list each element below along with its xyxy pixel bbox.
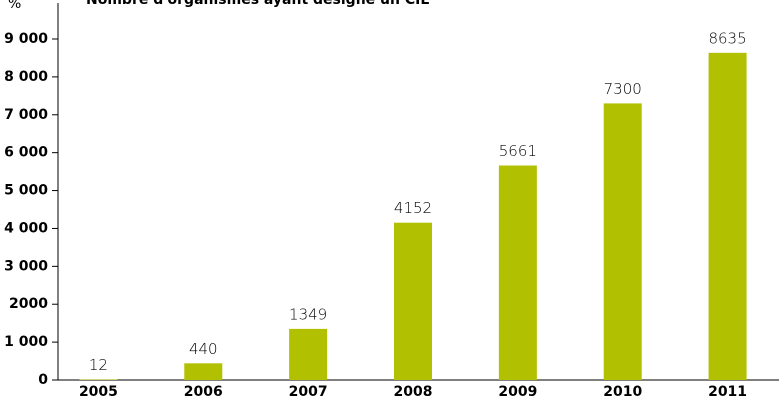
x-tick-label: 2011 xyxy=(708,384,747,400)
value-label: 1349 xyxy=(289,305,327,323)
bar xyxy=(603,103,642,381)
bar xyxy=(394,222,432,380)
bar xyxy=(289,328,328,380)
y-tick-label: 0 xyxy=(38,372,48,388)
chart-title: Nombre d'organismes ayant désigné un CIL xyxy=(86,0,429,8)
y-tick-label: 5 000 xyxy=(4,183,48,199)
y-tick-label: 1 000 xyxy=(4,334,48,350)
x-tick-label: 2010 xyxy=(603,384,642,400)
bar xyxy=(498,165,537,380)
y-tick-label: 9 000 xyxy=(4,31,48,47)
value-label: 5661 xyxy=(499,142,537,160)
y-tick-label: 6 000 xyxy=(4,145,48,161)
y-axis-label: % xyxy=(8,0,21,12)
x-tick-label: 2006 xyxy=(184,384,223,400)
y-tick-label: 4 000 xyxy=(4,220,48,236)
y-tick-label: 2000 xyxy=(9,296,48,312)
x-tick-label: 2009 xyxy=(498,384,537,400)
bar xyxy=(708,52,747,381)
x-tick-label: 2007 xyxy=(289,384,328,400)
y-tick-label: 3 000 xyxy=(4,258,48,274)
value-label: 7300 xyxy=(604,80,642,98)
y-tick-label: 8 000 xyxy=(4,69,48,85)
value-label: 12 xyxy=(89,356,108,374)
y-tick-label: 7 000 xyxy=(4,107,48,123)
value-label: 440 xyxy=(189,340,218,358)
bar xyxy=(184,363,223,380)
value-label: 8635 xyxy=(708,29,746,47)
x-tick-label: 2005 xyxy=(79,384,118,400)
value-label: 4152 xyxy=(394,199,432,217)
x-tick-label: 2008 xyxy=(394,384,433,400)
